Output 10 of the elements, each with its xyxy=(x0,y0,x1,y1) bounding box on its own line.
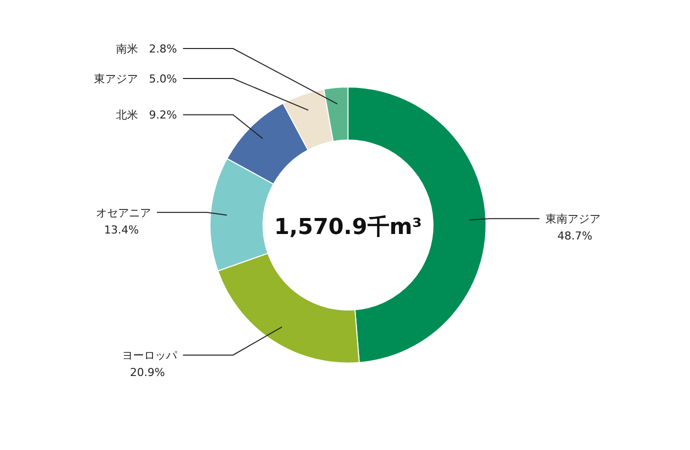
data-label: 13.4% xyxy=(104,223,139,236)
data-label: 20.9% xyxy=(130,366,165,380)
text: 1,570.9千m³ xyxy=(274,215,422,240)
slice-label: 東アジア 5.0% xyxy=(94,72,177,86)
data-label: 48.7% xyxy=(557,230,592,243)
slice-label: 北米 9.2% xyxy=(116,108,177,122)
slice-label: オセアニア xyxy=(96,206,151,220)
slice-label: ヨーロッパ xyxy=(122,349,178,362)
slice-label: 東南アジア xyxy=(545,212,600,226)
slice-label: 南米 2.8% xyxy=(116,42,177,56)
